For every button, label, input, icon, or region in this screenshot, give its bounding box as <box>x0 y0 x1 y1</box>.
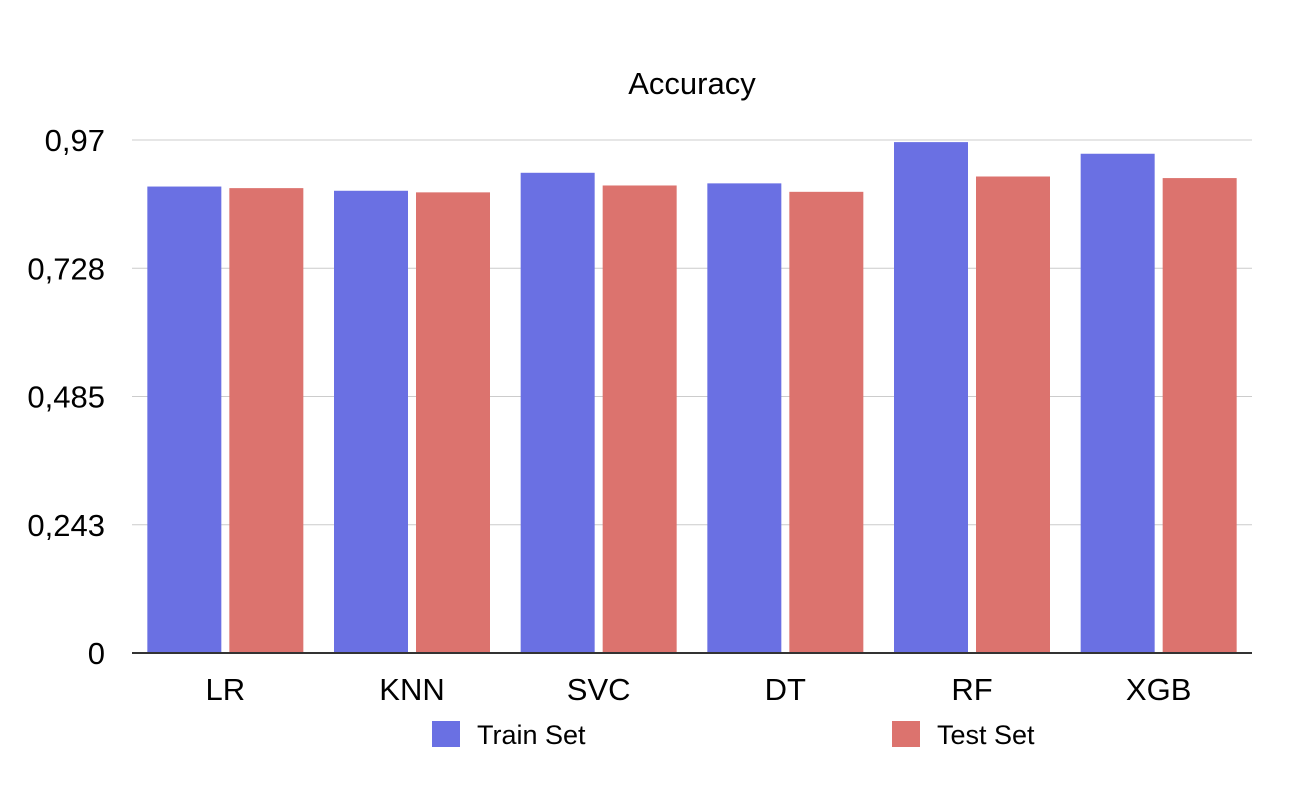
x-tick-label: KNN <box>379 672 444 707</box>
chart-title: Accuracy <box>628 66 756 101</box>
bar-train-set-dt <box>707 183 781 653</box>
legend-label-train-set: Train Set <box>477 720 586 750</box>
x-tick-label: XGB <box>1126 672 1191 707</box>
y-tick-label: 0,243 <box>27 508 105 543</box>
bar-test-set-xgb <box>1163 178 1237 653</box>
bar-train-set-xgb <box>1081 154 1155 653</box>
bar-test-set-dt <box>789 192 863 653</box>
y-tick-label: 0,97 <box>45 123 105 158</box>
bar-train-set-svc <box>521 173 595 653</box>
legend-swatch-test-set <box>892 721 920 747</box>
bar-train-set-rf <box>894 142 968 653</box>
y-tick-label: 0,485 <box>27 380 105 415</box>
bar-test-set-knn <box>416 192 490 653</box>
bars <box>147 142 1236 653</box>
x-tick-label: SVC <box>567 672 631 707</box>
bar-train-set-knn <box>334 191 408 653</box>
x-tick-label: RF <box>951 672 992 707</box>
bar-test-set-rf <box>976 176 1050 653</box>
x-axis-ticks: LR KNN SVC DT RF XGB <box>206 672 1192 707</box>
y-tick-label: 0,728 <box>27 251 105 286</box>
bar-test-set-svc <box>603 185 677 653</box>
x-tick-label: DT <box>765 672 806 707</box>
y-tick-label: 0 <box>88 636 105 671</box>
legend-label-test-set: Test Set <box>937 720 1035 750</box>
legend: Train Set Test Set <box>432 720 1035 750</box>
bar-train-set-lr <box>147 187 221 653</box>
x-tick-label: LR <box>206 672 246 707</box>
legend-swatch-train-set <box>432 721 460 747</box>
y-axis-ticks: 0 0,243 0,485 0,728 0,97 <box>27 123 105 671</box>
bar-test-set-lr <box>229 188 303 653</box>
